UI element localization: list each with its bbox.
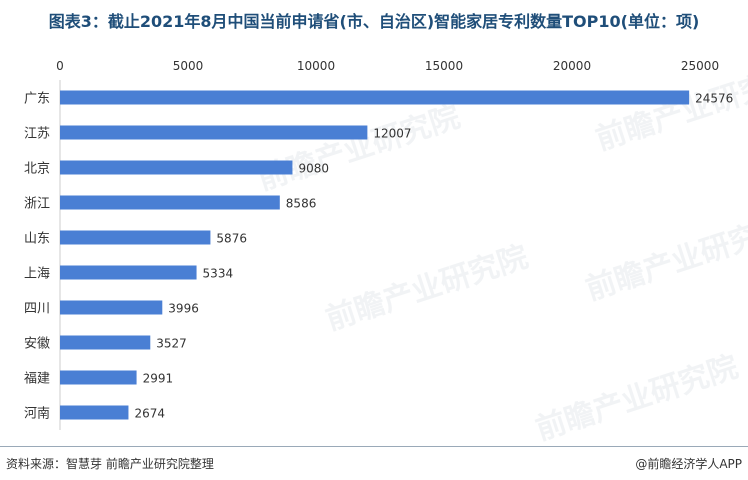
watermark: 前瞻产业研究院 [592, 59, 748, 157]
value-label: 8586 [286, 197, 317, 211]
value-label: 2674 [134, 407, 165, 421]
footer: 资料来源：智慧芽 前瞻产业研究院整理 @前瞻经济学人APP [0, 446, 748, 480]
watermark: 前瞻产业研究院 [254, 99, 465, 197]
x-tick-label: 5000 [173, 59, 204, 73]
watermark: 前瞻产业研究院 [532, 349, 743, 446]
chart-title: 图表3：截止2021年8月中国当前申请省(市、自治区)智能家居专利数量TOP10… [48, 12, 700, 31]
category-label: 安徽 [24, 337, 50, 352]
value-label: 3996 [168, 302, 199, 316]
bar-chart: 前瞻产业研究院 前瞻产业研究院 前瞻产业研究院 前瞻产业研究院 前瞻产业研究院 … [24, 59, 748, 446]
x-tick-label: 15000 [425, 59, 463, 73]
x-tick-label: 10000 [297, 59, 335, 73]
x-tick-label: 20000 [553, 59, 591, 73]
brand-label: @前瞻经济学人APP [635, 457, 742, 471]
x-axis-ticks: 0 5000 10000 15000 20000 25000 [56, 59, 719, 73]
category-label: 四川 [24, 302, 50, 317]
value-label: 5876 [216, 232, 247, 246]
bar [60, 335, 151, 350]
category-label: 广东 [24, 92, 50, 107]
category-label: 福建 [24, 372, 50, 387]
bar [60, 300, 163, 315]
value-label: 5334 [203, 267, 234, 281]
category-label: 浙江 [24, 197, 50, 212]
watermark-layer: 前瞻产业研究院 前瞻产业研究院 前瞻产业研究院 前瞻产业研究院 前瞻产业研究院 [254, 59, 748, 446]
category-label: 河南 [24, 406, 50, 422]
value-label: 2991 [143, 372, 174, 386]
bar [60, 265, 197, 280]
category-label: 江苏 [24, 126, 50, 142]
bar [60, 230, 211, 245]
x-tick-label: 25000 [681, 59, 719, 73]
value-label: 24576 [695, 92, 733, 106]
bar [60, 160, 293, 175]
category-label: 山东 [24, 232, 50, 247]
bar [60, 90, 690, 105]
bars: 广东 24576 江苏 12007 北京 9080 浙江 8586 山东 5876 上海 5334 四川… [24, 90, 733, 422]
value-label: 12007 [373, 127, 411, 141]
value-label: 3527 [156, 337, 187, 351]
value-label: 9080 [298, 162, 329, 176]
bar [60, 125, 368, 140]
bar [60, 405, 129, 420]
watermark: 前瞻产业研究院 [582, 209, 748, 307]
bar [60, 195, 280, 210]
bar [60, 370, 137, 385]
source-note: 资料来源：智慧芽 前瞻产业研究院整理 [6, 457, 214, 471]
category-label: 上海 [24, 267, 50, 282]
watermark: 前瞻产业研究院 [322, 239, 533, 337]
category-label: 北京 [24, 162, 50, 177]
x-tick-label: 0 [56, 59, 64, 73]
